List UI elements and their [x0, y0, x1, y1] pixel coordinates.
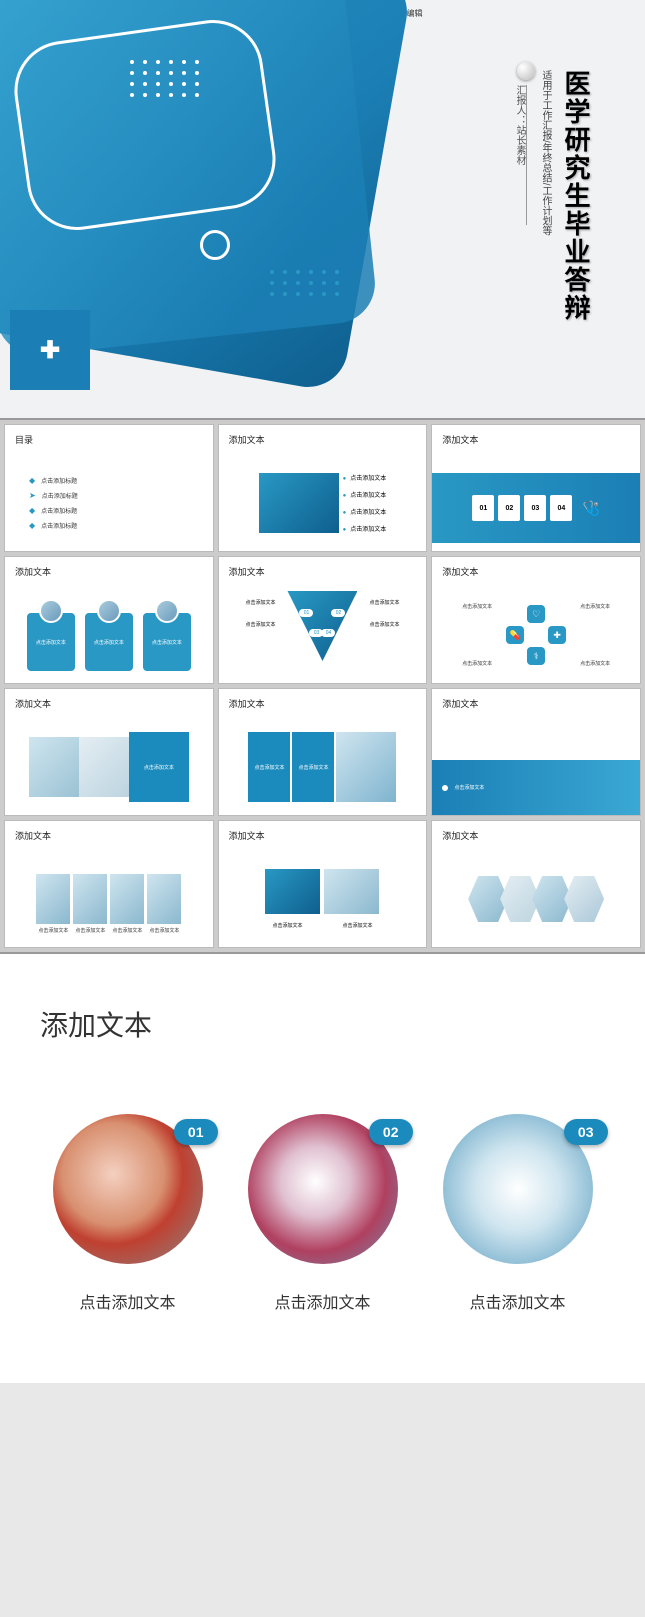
slide-thumbnails: 目录 ◆点击添加标题 ➤点击添加标题 ◆点击添加标题 ◆点击添加标题 添加文本 … [0, 420, 645, 952]
image-placeholder: 点击添加文本 [36, 874, 70, 924]
image-placeholder [79, 737, 129, 797]
toc-list: ◆点击添加标题 ➤点击添加标题 ◆点击添加标题 ◆点击添加标题 [29, 476, 78, 530]
thumb-title: 添加文本 [442, 565, 478, 578]
thumb-title: 添加文本 [15, 829, 51, 842]
image-placeholder [265, 869, 320, 914]
thumb-title: 添加文本 [229, 565, 265, 578]
detail-item: 01 点击添加文本 [43, 1114, 213, 1313]
image-placeholder [324, 869, 379, 914]
bullet-icon: ➤ [29, 491, 36, 500]
text-panel: 点击添加文本 [292, 732, 334, 802]
number-badge: 02 [369, 1119, 413, 1145]
cycle-node: 💊 [506, 626, 524, 644]
hex-row [472, 876, 600, 922]
detail-slide: 添加文本 01 点击添加文本 02 点击添加文本 03 点击添加文本 [0, 952, 645, 1383]
dot-grid-blue [270, 270, 341, 296]
cycle-node: ⚕ [527, 647, 545, 665]
dot-grid-white [130, 60, 201, 97]
thumb-toc[interactable]: 目录 ◆点击添加标题 ➤点击添加标题 ◆点击添加标题 ◆点击添加标题 [4, 424, 214, 552]
thumb-slide[interactable]: 添加文本 点击添加文本 [4, 688, 214, 816]
cover-subtitle: 适用于工作汇报/年终总结/工作计划等 [538, 70, 553, 236]
number-badge: 03 [564, 1119, 608, 1145]
detail-title: 添加文本 [40, 1004, 605, 1044]
thumb-slide[interactable]: 添加文本 点击添加文本 点击添加文本 点击添加文本 点击添加文本 [4, 820, 214, 948]
bullet-icon: ◆ [29, 476, 35, 485]
avatar-icon [155, 599, 179, 623]
image-placeholder: 点击添加文本 [73, 874, 107, 924]
bullet-icon: ◆ [29, 521, 35, 530]
cycle-diagram: ♡ ✚ ⚕ 💊 点击添加文本 点击添加文本 点击添加文本 点击添加文本 [506, 605, 566, 665]
thumb-slide[interactable]: 添加文本 点击添加文本 [431, 688, 641, 816]
number-badge: 01 [174, 1119, 218, 1145]
image-placeholder [259, 473, 339, 533]
medical-cross-box: ✚ [10, 310, 90, 390]
thumb-title: 添加文本 [229, 433, 265, 446]
image-row [265, 869, 379, 914]
thumb-title: 添加文本 [15, 697, 51, 710]
banner: 点击添加文本 [432, 760, 640, 815]
thumb-title: 添加文本 [442, 697, 478, 710]
cover-slide: 注：文本框可根据需求改变颜色、移动位置；文字可编辑 ✚ 医学研究生毕业答辩 适用… [0, 0, 645, 420]
thumb-title: 添加文本 [15, 565, 51, 578]
image-row: 点击添加文本 点击添加文本 点击添加文本 点击添加文本 [36, 874, 181, 924]
card: 点击添加文本 [143, 613, 191, 671]
image-placeholder: 点击添加文本 [110, 874, 144, 924]
dot-icon [442, 785, 448, 791]
thumb-slide[interactable]: 添加文本 01 02 03 04 🩺 [431, 424, 641, 552]
thumb-title: 添加文本 [442, 433, 478, 446]
detail-label: 点击添加文本 [469, 1289, 565, 1313]
number-card: 02 [498, 495, 520, 521]
image-placeholder: 点击添加文本 [147, 874, 181, 924]
avatar-icon [97, 599, 121, 623]
text-panel: 点击添加文本 [248, 732, 290, 802]
thumb-title: 目录 [15, 433, 33, 446]
image-placeholder [29, 737, 79, 797]
avatar-icon [39, 599, 63, 623]
image-placeholder [336, 732, 396, 802]
thumb-slide[interactable]: 添加文本 点击添加文本 点击添加文本 [218, 688, 428, 816]
ring-icon [200, 230, 230, 260]
cycle-node: ♡ [527, 605, 545, 623]
cycle-node: ✚ [548, 626, 566, 644]
stethoscope-icon: 🩺 [582, 500, 599, 517]
v-shape [287, 591, 357, 661]
cover-title: 医学研究生毕业答辩 [558, 70, 595, 322]
text-block: 点击添加文本 [129, 732, 189, 802]
detail-item: 03 点击添加文本 [433, 1114, 603, 1313]
detail-row: 01 点击添加文本 02 点击添加文本 03 点击添加文本 [40, 1114, 605, 1313]
cross-icon: ✚ [40, 336, 60, 365]
card: 点击添加文本 [85, 613, 133, 671]
number-card: 01 [472, 495, 494, 521]
thumb-slide[interactable]: 添加文本 [431, 820, 641, 948]
number-card: 03 [524, 495, 546, 521]
thumb-slide[interactable]: 添加文本 点击添加文本 点击添加文本 点击添加文本 [4, 556, 214, 684]
card: 点击添加文本 [27, 613, 75, 671]
banner: 01 02 03 04 🩺 [432, 473, 640, 543]
cover-outline [8, 14, 282, 237]
detail-item: 02 点击添加文本 [238, 1114, 408, 1313]
cover-author: 汇报人：站长素材 [512, 85, 527, 165]
thumb-title: 添加文本 [229, 697, 265, 710]
detail-label: 点击添加文本 [79, 1289, 175, 1313]
number-card: 04 [550, 495, 572, 521]
detail-label: 点击添加文本 [274, 1289, 370, 1313]
thumb-slide[interactable]: 添加文本 点击添加文本 点击添加文本 点击添加文本 点击添加文本 01 02 0… [218, 556, 428, 684]
hexagon [564, 876, 604, 922]
thumb-title: 添加文本 [229, 829, 265, 842]
thumb-title: 添加文本 [442, 829, 478, 842]
knob-icon [517, 62, 535, 80]
bullet-list: 点击添加文本 点击添加文本 点击添加文本 点击添加文本 [343, 473, 387, 533]
thumb-slide[interactable]: 添加文本 ♡ ✚ ⚕ 💊 点击添加文本 点击添加文本 点击添加文本 点击添加文本 [431, 556, 641, 684]
bullet-icon: ◆ [29, 506, 35, 515]
thumb-slide[interactable]: 添加文本 点击添加文本 点击添加文本 [218, 820, 428, 948]
thumb-slide[interactable]: 添加文本 点击添加文本 点击添加文本 点击添加文本 点击添加文本 [218, 424, 428, 552]
